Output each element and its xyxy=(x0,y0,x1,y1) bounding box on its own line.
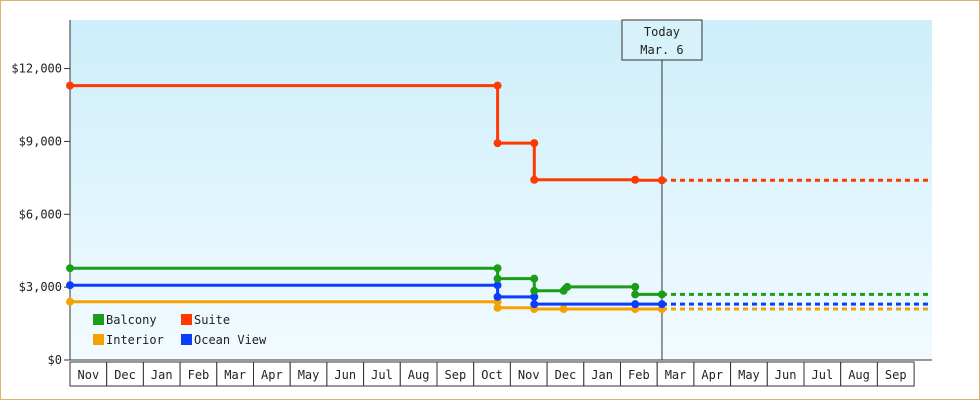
data-point-ocean-view xyxy=(631,300,640,309)
data-point-suite xyxy=(631,175,640,184)
data-point-ocean-view xyxy=(493,281,502,290)
month-label: Nov xyxy=(78,368,100,382)
legend-swatch-suite xyxy=(181,314,192,325)
data-point-ocean-view xyxy=(530,300,539,309)
month-cell xyxy=(363,361,401,387)
month-cell xyxy=(656,361,695,387)
month-label: Jun xyxy=(775,368,797,382)
month-cell xyxy=(876,361,915,387)
month-label: Jul xyxy=(371,368,393,382)
month-label: Mar xyxy=(224,368,246,382)
y-tick-label: $9,000 xyxy=(19,134,62,148)
month-label: Jan xyxy=(591,368,613,382)
month-label: Mar xyxy=(665,368,687,382)
month-label: May xyxy=(738,368,760,382)
data-point-interior xyxy=(559,305,568,313)
data-point-suite xyxy=(530,139,539,148)
legend-label-balcony: Balcony xyxy=(106,313,157,327)
month-cell xyxy=(693,361,732,387)
y-tick-label: $12,000 xyxy=(11,62,62,76)
legend-label-interior: Interior xyxy=(106,333,164,347)
month-label: Dec xyxy=(114,368,136,382)
month-label: Feb xyxy=(628,368,650,382)
month-cell xyxy=(730,361,768,387)
data-point-suite xyxy=(493,139,502,148)
month-cell xyxy=(289,361,328,387)
y-tick-label: $6,000 xyxy=(19,207,62,221)
today-label: Today xyxy=(644,25,680,39)
month-label: May xyxy=(298,368,320,382)
data-point-ocean-view xyxy=(493,292,502,301)
y-tick-label: $0 xyxy=(48,353,62,367)
data-point-interior xyxy=(66,297,74,306)
legend-swatch-interior xyxy=(93,334,104,345)
data-point-ocean-view xyxy=(530,292,539,301)
data-point-balcony xyxy=(657,290,666,299)
data-point-interior xyxy=(493,303,502,312)
data-point-balcony xyxy=(493,264,502,273)
month-label: Apr xyxy=(701,368,723,382)
month-label: Oct xyxy=(481,368,503,382)
month-label: Aug xyxy=(848,368,870,382)
data-point-balcony xyxy=(530,286,539,295)
data-point-balcony xyxy=(493,274,502,283)
today-box xyxy=(621,19,703,61)
data-point-ocean-view xyxy=(66,281,74,290)
month-label: Sep xyxy=(445,368,467,382)
data-point-ocean-view xyxy=(657,300,666,309)
month-label: Dec xyxy=(555,368,577,382)
month-cell xyxy=(106,361,144,387)
month-cell xyxy=(546,361,585,387)
data-point-balcony xyxy=(631,282,640,291)
month-cell xyxy=(142,361,181,387)
data-point-balcony xyxy=(66,264,74,273)
month-cell xyxy=(326,361,365,387)
month-cell xyxy=(253,361,291,387)
data-point-balcony xyxy=(563,282,572,291)
data-point-suite xyxy=(66,81,74,90)
month-label: Apr xyxy=(261,368,283,382)
legend-label-suite: Suite xyxy=(194,313,230,327)
month-label: Jun xyxy=(334,368,356,382)
month-label: Aug xyxy=(408,368,430,382)
month-cell xyxy=(399,361,438,387)
month-label: Nov xyxy=(518,368,540,382)
data-point-suite xyxy=(493,81,502,90)
month-label: Jul xyxy=(812,368,834,382)
data-point-balcony xyxy=(631,290,640,299)
month-cell xyxy=(509,361,548,387)
legend-swatch-ocean-view xyxy=(181,334,192,345)
month-cell xyxy=(620,361,658,387)
month-cell xyxy=(216,361,255,387)
data-point-suite xyxy=(530,175,539,184)
legend-swatch-balcony xyxy=(93,314,104,325)
data-point-balcony xyxy=(530,274,539,283)
today-date: Mar. 6 xyxy=(640,43,683,57)
month-label: Sep xyxy=(885,368,907,382)
month-label: Jan xyxy=(151,368,173,382)
y-tick-label: $3,000 xyxy=(19,280,62,294)
month-cell xyxy=(179,361,218,387)
month-cell xyxy=(583,361,621,387)
data-point-suite xyxy=(657,176,666,185)
legend-label-ocean-view: Ocean View xyxy=(194,333,267,347)
month-cell xyxy=(69,361,108,387)
month-label: Feb xyxy=(188,368,210,382)
month-cell xyxy=(766,361,805,387)
